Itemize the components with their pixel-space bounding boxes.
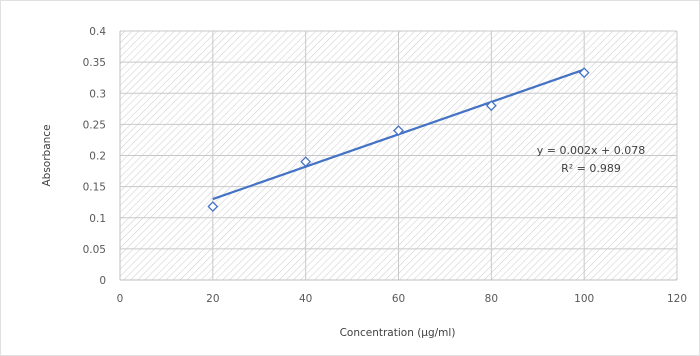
data-point-marker bbox=[485, 100, 497, 112]
gridlines bbox=[120, 30, 678, 280]
x-axis-title: Concentration (µg/ml) bbox=[340, 327, 456, 339]
y-tick-label: 0.4 bbox=[89, 26, 106, 38]
y-tick-label: 0 bbox=[99, 275, 106, 287]
x-tick-label: 100 bbox=[574, 293, 594, 305]
y-tick-label: 0.3 bbox=[89, 88, 106, 100]
r-squared-label: R² = 0.989 bbox=[561, 162, 621, 175]
data-point-marker bbox=[300, 156, 312, 168]
x-tick-label: 20 bbox=[206, 293, 219, 305]
data-point-marker bbox=[393, 125, 404, 137]
x-tick-label: 60 bbox=[392, 293, 405, 305]
trendline-equation: y = 0.002x + 0.078 bbox=[537, 144, 645, 157]
x-tick-label: 120 bbox=[667, 293, 687, 305]
x-tick-label: 40 bbox=[299, 293, 312, 305]
x-tick-label: 80 bbox=[485, 293, 498, 305]
y-tick-label: 0.25 bbox=[83, 119, 106, 131]
data-point-marker bbox=[207, 201, 219, 212]
data-points bbox=[207, 67, 590, 212]
y-axis-title: Absorbance bbox=[41, 124, 53, 186]
tick-labels: 0 0.05 0.1 0.15 0.2 0.25 0.3 0.35 0.4 0 20 40 60 80 10… bbox=[83, 26, 687, 305]
y-tick-label: 0.2 bbox=[89, 151, 106, 163]
y-tick-label: 0.15 bbox=[83, 182, 106, 194]
y-tick-label: 0.35 bbox=[83, 57, 106, 69]
x-tick-label: 0 bbox=[117, 293, 124, 305]
axes bbox=[119, 31, 677, 281]
data-point-marker bbox=[578, 67, 590, 79]
y-tick-label: 0.05 bbox=[83, 244, 106, 256]
y-tick-label: 0.1 bbox=[89, 213, 106, 225]
